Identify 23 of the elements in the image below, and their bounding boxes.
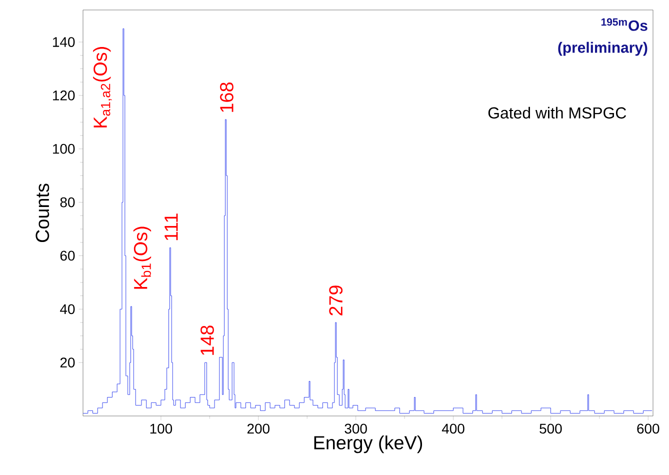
y-tick-label: 100 [53, 144, 75, 154]
x-axis-title: Energy (keV) [314, 435, 422, 454]
y-axis-title: Counts [36, 184, 50, 242]
y-tick-label: 20 [60, 358, 75, 368]
y-tick-label: 60 [60, 250, 75, 261]
annotation: 279 [329, 286, 343, 316]
x-tick-label: 400 [442, 424, 464, 434]
y-tick-label: 80 [60, 197, 75, 208]
annotation: 111 [164, 214, 178, 240]
text: Gated with MSPGC [488, 106, 626, 119]
y-tick-label: 40 [60, 304, 75, 314]
y-tick-label: 120 [53, 90, 75, 100]
y-tick-label: 140 [53, 37, 75, 47]
annotation: 148 [200, 326, 214, 355]
text: $^{195m}$Os (preliminary) [558, 18, 648, 56]
x-tick-label: 500 [540, 424, 562, 434]
x-tick-label: 600 [637, 424, 660, 434]
x-tick-label: 200 [247, 424, 270, 434]
annotation: K$_{a1,a2}$(Os) [93, 47, 112, 128]
x-tick-label: 300 [344, 424, 367, 434]
annotation: K$_{b1}$(Os) [133, 226, 152, 289]
x-tick-label: 100 [150, 424, 172, 434]
annotation: 168 [220, 82, 234, 112]
